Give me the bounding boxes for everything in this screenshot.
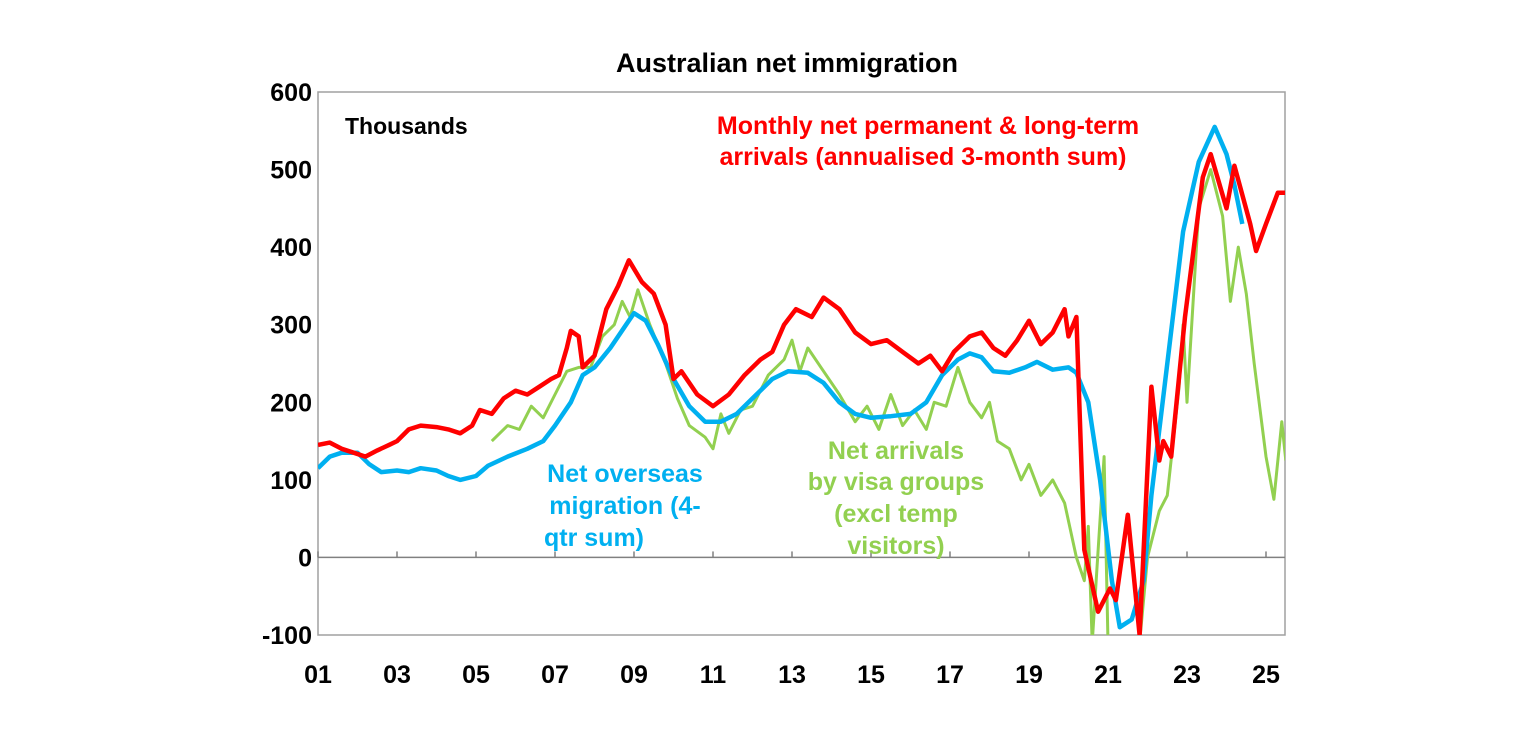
- red-series-label-2: arrivals (annualised 3-month sum): [719, 143, 1126, 171]
- y-tick-label: -100: [262, 622, 312, 650]
- x-tick-label: 01: [304, 661, 332, 689]
- x-tick-label: 21: [1094, 661, 1122, 689]
- blue-series-label-3: qtr sum): [544, 524, 644, 552]
- green-series-label-1: Net arrivals: [828, 437, 964, 465]
- y-tick-label: 100: [270, 467, 312, 495]
- blue-series-label-1: Net overseas: [547, 460, 703, 488]
- chart-title: Australian net immigration: [616, 48, 958, 78]
- x-tick-label: 11: [700, 661, 727, 689]
- y-tick-label: 400: [270, 234, 312, 262]
- y-tick-label: 500: [270, 157, 312, 185]
- x-tick-label: 17: [936, 661, 964, 689]
- x-tick-label: 05: [462, 661, 490, 689]
- series-line-blue: [318, 124, 1245, 630]
- y-tick-label: 0: [298, 544, 312, 572]
- x-tick-label: 23: [1173, 661, 1201, 689]
- plot-area: [317, 91, 1286, 636]
- series-line-red: [318, 151, 1285, 635]
- x-tick-label: 19: [1015, 661, 1043, 689]
- series-line-green: [490, 168, 1285, 635]
- blue-series-label-2: migration (4-: [549, 492, 700, 520]
- x-tick-label: 15: [857, 661, 885, 689]
- green-series-label-2: by visa groups: [808, 468, 984, 496]
- x-tick-label: 07: [541, 661, 569, 689]
- red-series-label-1: Monthly net permanent & long-term: [717, 112, 1139, 140]
- x-tick-label: 03: [383, 661, 411, 689]
- y-tick-label: 200: [270, 389, 312, 417]
- green-series-label-3: (excl temp: [834, 500, 958, 528]
- green-series-label-4: visitors): [847, 532, 944, 560]
- x-tick-label: 13: [778, 661, 806, 689]
- y-unit-label: Thousands: [345, 113, 468, 139]
- x-tick-label: 25: [1252, 661, 1280, 689]
- y-tick-label: 600: [270, 79, 312, 107]
- x-tick-label: 09: [620, 661, 648, 689]
- y-tick-label: 300: [270, 312, 312, 340]
